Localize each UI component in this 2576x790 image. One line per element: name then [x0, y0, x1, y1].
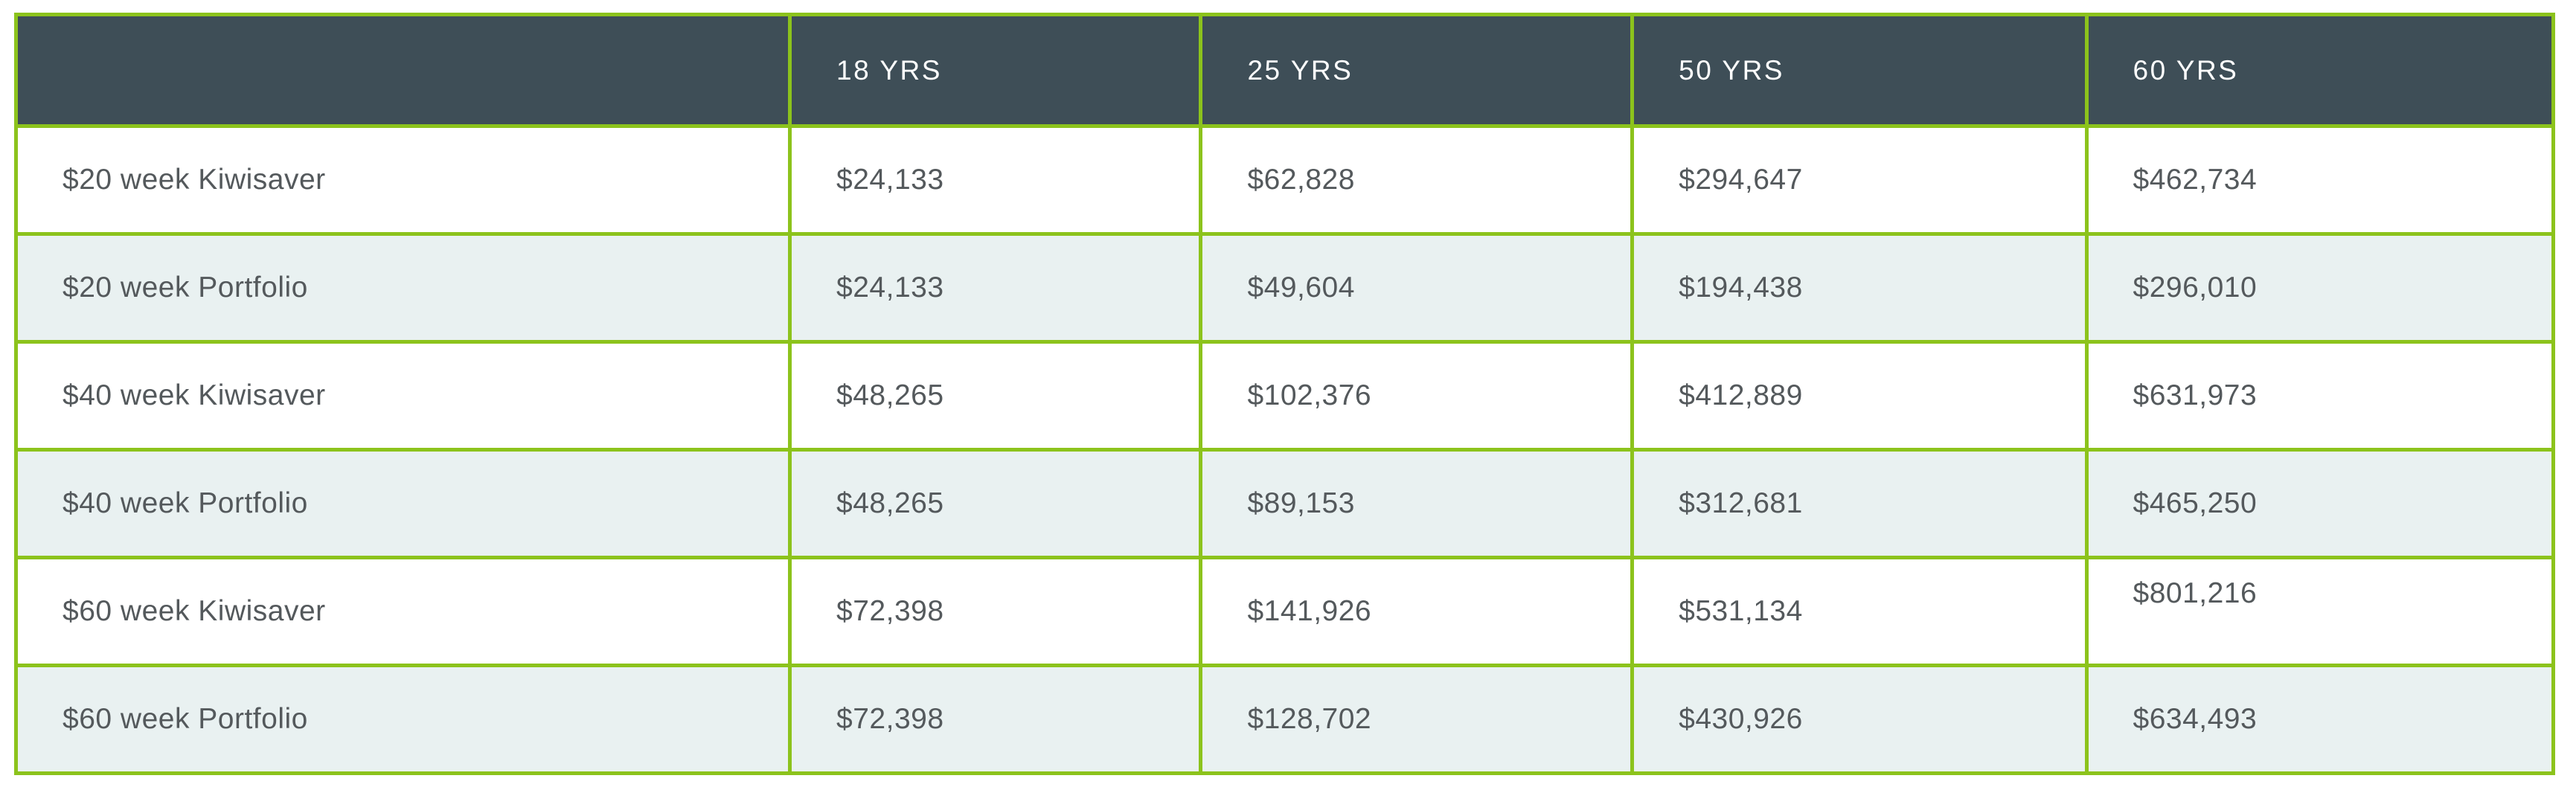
value-cell: $72,398: [788, 556, 1203, 667]
column-header-50yrs: 50 YRS: [1630, 13, 2089, 128]
value-cell: $49,604: [1199, 232, 1635, 344]
row-label-cell: $20 week Portfolio: [13, 232, 792, 344]
projection-table-container: 18 YRS 25 YRS 50 YRS 60 YRS $20 week Kiw…: [13, 13, 2556, 775]
value-cell: $296,010: [2084, 232, 2556, 344]
table-row: $40 week Kiwisaver $48,265 $102,376 $412…: [13, 340, 2556, 452]
row-label-cell: $60 week Kiwisaver: [13, 556, 792, 667]
value-cell: $24,133: [788, 232, 1203, 344]
value-cell: $24,133: [788, 124, 1203, 236]
value-cell: $194,438: [1630, 232, 2089, 344]
value-cell: $141,926: [1199, 556, 1635, 667]
row-label-cell: $40 week Kiwisaver: [13, 340, 792, 452]
value-cell: $48,265: [788, 340, 1203, 452]
table-row: $20 week Kiwisaver $24,133 $62,828 $294,…: [13, 124, 2556, 236]
row-label-cell: $60 week Portfolio: [13, 664, 792, 775]
row-label-cell: $40 week Portfolio: [13, 448, 792, 559]
column-header-60yrs: 60 YRS: [2084, 13, 2556, 128]
value-cell: $72,398: [788, 664, 1203, 775]
value-cell: $412,889: [1630, 340, 2089, 452]
value-cell: $294,647: [1630, 124, 2089, 236]
value-cell: $102,376: [1199, 340, 1635, 452]
value-cell: $462,734: [2084, 124, 2556, 236]
column-header-25yrs: 25 YRS: [1199, 13, 1635, 128]
value-cell: $62,828: [1199, 124, 1635, 236]
value-cell: $531,134: [1630, 556, 2089, 667]
header-row: 18 YRS 25 YRS 50 YRS 60 YRS: [13, 13, 2556, 128]
value-cell: $128,702: [1199, 664, 1635, 775]
value-cell-raised-text: $801,216: [2133, 577, 2258, 609]
row-label-cell: $20 week Kiwisaver: [13, 124, 792, 236]
value-cell: $631,973: [2084, 340, 2556, 452]
table-row: $60 week Portfolio $72,398 $128,702 $430…: [13, 664, 2556, 775]
projection-table: 18 YRS 25 YRS 50 YRS 60 YRS $20 week Kiw…: [13, 13, 2556, 775]
value-cell: $465,250: [2084, 448, 2556, 559]
value-cell: $801,216: [2084, 556, 2556, 667]
value-cell: $312,681: [1630, 448, 2089, 559]
table-row: $20 week Portfolio $24,133 $49,604 $194,…: [13, 232, 2556, 344]
column-header-18yrs: 18 YRS: [788, 13, 1203, 128]
table-row: $40 week Portfolio $48,265 $89,153 $312,…: [13, 448, 2556, 559]
value-cell: $430,926: [1630, 664, 2089, 775]
value-cell: $48,265: [788, 448, 1203, 559]
value-cell: $634,493: [2084, 664, 2556, 775]
table-row: $60 week Kiwisaver $72,398 $141,926 $531…: [13, 556, 2556, 667]
value-cell: $89,153: [1199, 448, 1635, 559]
column-header-label: [13, 13, 792, 128]
